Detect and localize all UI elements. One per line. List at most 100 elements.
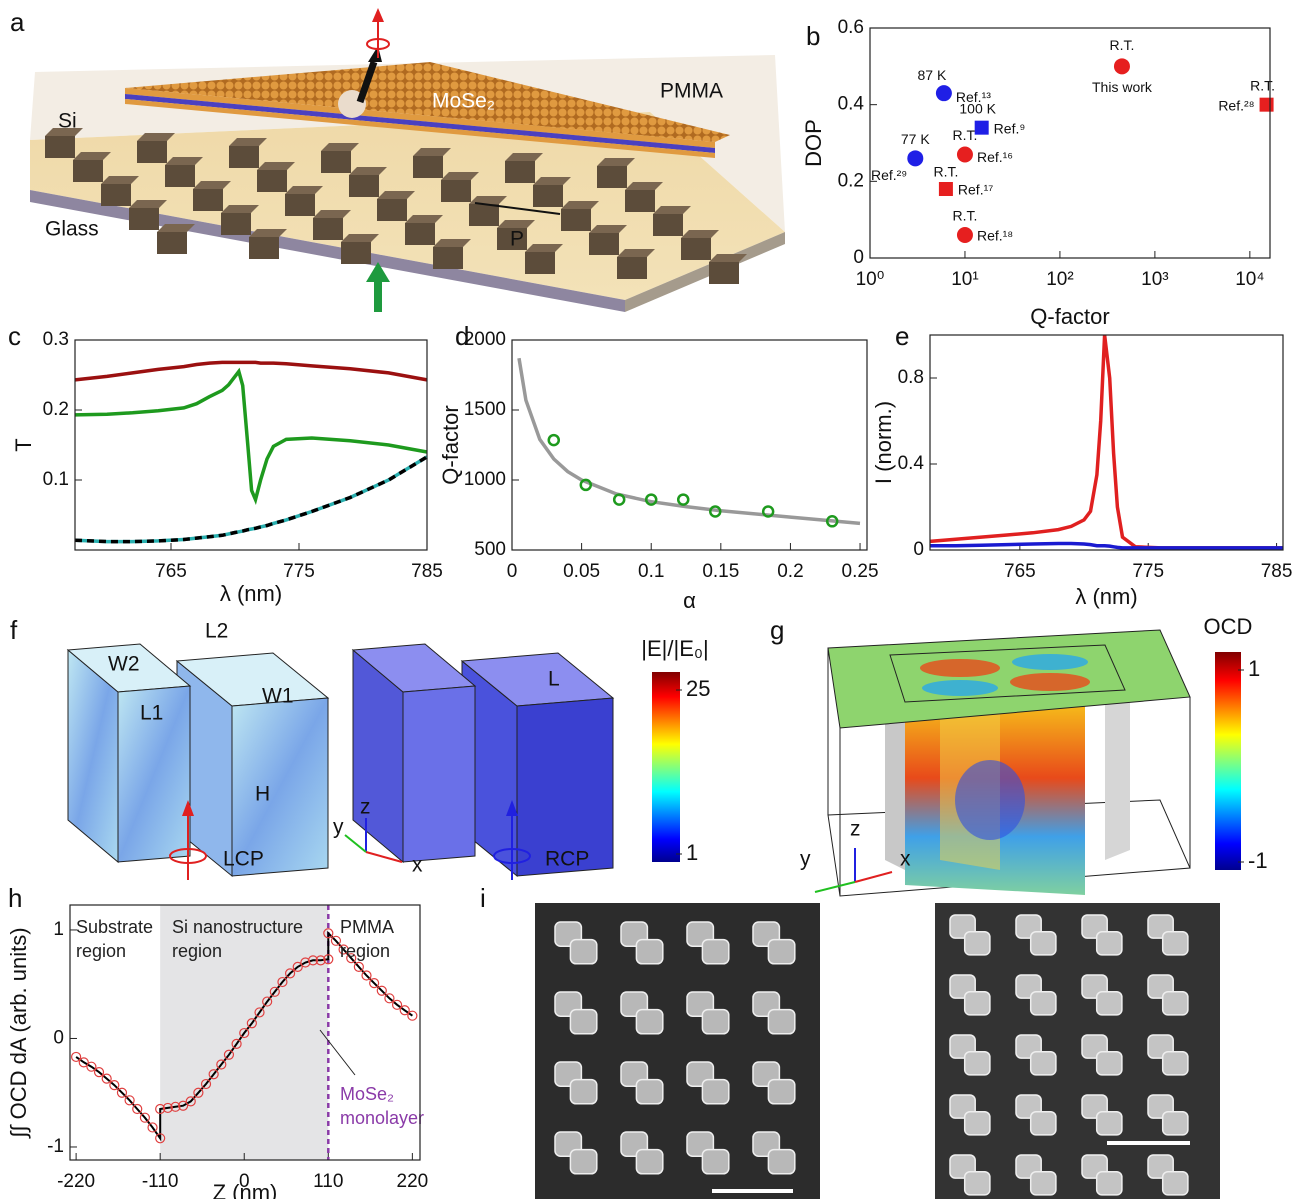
axis-name: y: [333, 816, 344, 839]
pillar: [45, 136, 75, 158]
y-tick-label: 0.4: [898, 453, 925, 474]
annotation: region: [340, 941, 390, 961]
marker: [678, 495, 688, 505]
field-blob: [955, 760, 1025, 840]
pillar: [625, 190, 655, 212]
sem-structure: [1163, 1052, 1188, 1075]
x-tick-label: 110: [313, 1171, 343, 1192]
panel-f-illustration: W2 L2 W1 L1 H L LCP RCP y z x |E|/|E₀|: [68, 620, 709, 880]
sem-structure: [1163, 1112, 1188, 1135]
point-label: R.T.: [1250, 77, 1275, 93]
pillar: [617, 257, 647, 279]
sem-structure: [1097, 1172, 1122, 1195]
pillar: [249, 237, 279, 259]
x-tick-label: 0.25: [842, 561, 879, 582]
sem-structure: [1097, 1112, 1122, 1135]
pillar: [157, 232, 187, 254]
panel-label: c: [8, 321, 21, 351]
axis-name: y: [800, 848, 811, 871]
point-label: Ref.¹⁶: [977, 149, 1013, 165]
axis-name: x: [900, 848, 911, 871]
sem-structure: [1097, 932, 1122, 955]
sem-structure: [965, 932, 990, 955]
pillar: [561, 209, 591, 231]
pillar: [433, 247, 463, 269]
y-tick-label: 0: [53, 1027, 64, 1048]
sem-structure: [768, 1150, 794, 1174]
top-plate: [828, 630, 1190, 728]
point-label: R.T.: [953, 208, 978, 224]
series-line: [75, 372, 427, 500]
annotation: Si nanostructure: [172, 917, 303, 937]
pillar-shadow: [885, 700, 905, 870]
colorbar-title: |E|/|E₀|: [641, 636, 708, 661]
label: MoSe₂: [432, 90, 495, 113]
field-blob: [1010, 673, 1090, 691]
pillar: [413, 156, 443, 178]
point-label: Ref.⁹: [994, 120, 1026, 136]
x-tick-label: 765: [155, 561, 187, 582]
point-label: R.T.: [933, 164, 958, 180]
panel-label: a: [10, 7, 25, 37]
pillar: [193, 189, 223, 211]
x-axis-label: λ (nm): [220, 581, 282, 606]
y-tick-label: 1000: [464, 469, 506, 490]
y-tick-label: 1500: [464, 399, 506, 420]
sem-structure: [768, 1010, 794, 1034]
annotation: Substrate: [76, 917, 153, 937]
block-face: [403, 686, 475, 862]
sem-structure: [702, 1080, 728, 1104]
annotation: region: [172, 941, 222, 961]
pillar: [405, 223, 435, 245]
colorbar-tick-label: 25: [686, 676, 710, 701]
y-tick-label: 0.2: [43, 399, 69, 420]
x-tick-label: 0: [507, 561, 518, 582]
pillar: [653, 214, 683, 236]
panel-label: i: [480, 883, 486, 913]
sem-structure: [965, 1172, 990, 1195]
pillar: [681, 238, 711, 260]
label: W2: [108, 653, 140, 676]
sem-structure: [1031, 992, 1056, 1015]
sem-structure: [570, 1150, 596, 1174]
y-tick-label: 0.2: [838, 170, 864, 191]
panel-label: f: [10, 615, 18, 645]
x-tick-label: 0.2: [777, 561, 803, 582]
axes-frame: [930, 335, 1283, 550]
series-line: [930, 544, 1283, 548]
axis-name: z: [360, 796, 371, 819]
sem-structure: [965, 992, 990, 1015]
label: W1: [262, 685, 294, 708]
x-axis-label: Q-factor: [1030, 304, 1109, 329]
pillar: [533, 185, 563, 207]
point-label: Ref.²⁸: [1218, 97, 1254, 113]
panel-label: h: [8, 883, 22, 913]
x-tick-label: -110: [142, 1171, 179, 1192]
y-tick-label: 2000: [464, 329, 506, 350]
pillar: [349, 175, 379, 197]
point: [907, 150, 923, 166]
sem-structure: [768, 940, 794, 964]
y-tick-label: 0.4: [838, 94, 865, 115]
label: PMMA: [660, 80, 723, 103]
label: RCP: [545, 848, 589, 871]
sem-structure: [965, 1052, 990, 1075]
pillar: [221, 213, 251, 235]
x-tick-label: 10¹: [951, 269, 978, 290]
panel-a-illustration: Si Glass PMMA MoSe₂ P: [30, 8, 785, 312]
point: [957, 147, 973, 163]
axes-frame: [870, 28, 1270, 258]
pillar: [597, 166, 627, 188]
pillar: [377, 199, 407, 221]
point-label: Ref.¹⁷: [958, 182, 993, 198]
field-blob: [922, 680, 998, 696]
sem-structure: [1097, 1052, 1122, 1075]
y-axis-label: I (norm.): [871, 401, 896, 484]
x-tick-label: 785: [411, 561, 443, 582]
y-axis-label: Q-factor: [438, 405, 463, 484]
colorbar-tick-label: 1: [686, 840, 698, 865]
sem-structure: [1031, 932, 1056, 955]
label: Si: [58, 110, 77, 133]
label: H: [255, 783, 270, 806]
x-axis-label: λ (nm): [1075, 584, 1137, 609]
